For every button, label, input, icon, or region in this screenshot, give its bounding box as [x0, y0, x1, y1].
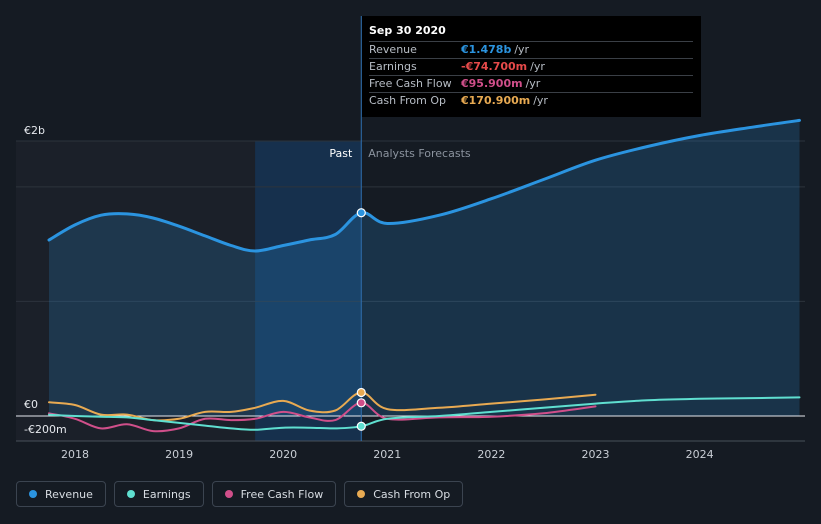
tooltip-label: Earnings: [369, 60, 417, 73]
series-line-cash-from-op: [48, 391, 597, 422]
tooltip-row-revenue: Revenue €1.478b /yr: [369, 41, 693, 58]
tooltip-unit: /yr: [514, 43, 530, 56]
y-tick-label: -€200m: [24, 423, 67, 436]
marker-revenue: [356, 208, 366, 218]
legend-label: Cash From Op: [373, 487, 451, 501]
legend-label: Revenue: [45, 487, 93, 501]
series-line-free-cash-flow: [48, 401, 597, 433]
marker-earnings: [356, 421, 366, 431]
legend-dot-icon: [29, 490, 37, 498]
x-tick-label: 2021: [373, 448, 401, 461]
legend: Revenue Earnings Free Cash Flow Cash Fro…: [16, 481, 464, 507]
legend-dot-icon: [357, 490, 366, 498]
legend-item-cash-from-op[interactable]: Cash From Op: [344, 481, 464, 507]
marker-free-cash-flow: [356, 398, 366, 408]
legend-item-revenue[interactable]: Revenue: [16, 481, 106, 507]
legend-dot-icon: [224, 490, 233, 498]
legend-item-free-cash-flow[interactable]: Free Cash Flow: [211, 481, 337, 507]
tooltip-value: €95.900m: [461, 77, 523, 90]
tooltip-unit: /yr: [530, 60, 545, 73]
series-line-earnings: [48, 396, 801, 431]
tooltip-title: Sep 30 2020: [369, 24, 446, 37]
x-tick-label: 2020: [269, 448, 297, 461]
x-tick-label: 2022: [477, 448, 505, 461]
tooltip-label: Revenue: [369, 43, 417, 56]
revenue-area: [48, 120, 800, 417]
x-tick-label: 2019: [165, 448, 193, 461]
legend-dot-icon: [126, 490, 135, 498]
tooltip-row-earnings: Earnings -€74.700m /yr: [369, 58, 693, 75]
tooltip-value: €1.478b: [461, 43, 512, 56]
tooltip-label: Free Cash Flow: [369, 77, 452, 90]
legend-label: Free Cash Flow: [240, 487, 324, 501]
tooltip-unit: /yr: [525, 77, 541, 90]
legend-item-earnings[interactable]: Earnings: [113, 481, 204, 507]
y-tick-label: €0: [24, 398, 38, 411]
tooltip-row-cash-from-op: Cash From Op €170.900m /yr: [369, 92, 693, 109]
tooltip-label: Cash From Op: [369, 94, 447, 107]
y-tick-label: €2b: [24, 124, 45, 137]
legend-label: Earnings: [142, 487, 191, 501]
tooltip: Sep 30 2020 Revenue €1.478b /yr Earnings…: [362, 16, 701, 117]
marker-cash-from-op: [356, 387, 366, 398]
series-line-revenue: [47, 118, 801, 253]
x-tick-label: 2018: [61, 448, 89, 461]
x-tick-label: 2023: [582, 448, 610, 461]
x-tick-label: 2024: [686, 448, 714, 461]
tooltip-row-free-cash-flow: Free Cash Flow €95.900m /yr: [369, 75, 693, 92]
past-label: Past: [329, 147, 353, 160]
forecast-label: Analysts Forecasts: [368, 147, 471, 160]
tooltip-unit: /yr: [533, 94, 548, 107]
tooltip-value: €170.900m: [461, 94, 531, 107]
highlight-region: [255, 141, 362, 441]
tooltip-value: -€74.700m: [461, 60, 528, 73]
